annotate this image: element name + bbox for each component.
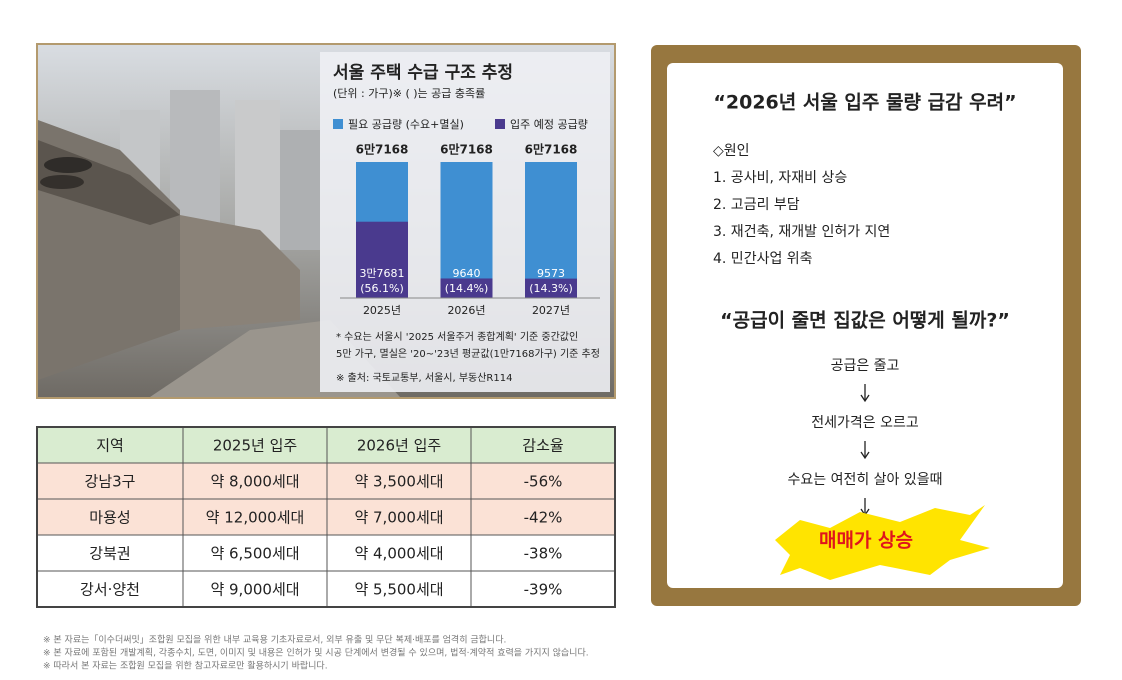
value-label: 6만7168 xyxy=(356,142,409,157)
cell-text: -38% xyxy=(524,545,563,563)
table-cell xyxy=(36,462,184,500)
footnotes: ※ 본 자료는「이수더써밋」조합원 모집을 위한 내부 교육용 기초자료로서, … xyxy=(43,634,589,672)
chart-subtitle: (단위 : 가구)※ ( )는 공급 충족률 xyxy=(333,87,485,100)
cell-text: 약 4,000세대 xyxy=(354,545,443,563)
cell-text: 약 8,000세대 xyxy=(210,473,299,491)
cause-title: ◇원인 xyxy=(713,143,750,159)
flow-step: 공급은 줄고 xyxy=(831,358,900,374)
table-cell xyxy=(470,462,616,500)
table-cell xyxy=(326,570,472,608)
cause-list: 1. 공사비, 자재비 상승 2. 고금리 부담 3. 재건축, 재개발 인허가 지… xyxy=(713,170,890,267)
header-text: 2025년 입주 xyxy=(213,437,297,455)
header-text: 감소율 xyxy=(522,437,563,455)
header-text: 2026년 입주 xyxy=(357,437,441,455)
legend-swatch xyxy=(333,119,343,129)
footnote: ※ 본 자료에 포함된 개발계획, 각종수치, 도면, 이미지 및 내용은 인허… xyxy=(43,647,589,659)
flow-step: 전세가격은 오르고 xyxy=(811,415,919,431)
chart-note: * 수요는 서울시 '2025 서울주거 종합계획' 기준 중간값인 xyxy=(336,331,578,343)
table-cell xyxy=(470,534,616,572)
bar-chart: 필요 공급량 (수요+멸실) 입주 예정 공급량 6만7168 3만7681 (56.1… xyxy=(333,118,600,317)
table-cell xyxy=(326,426,472,464)
legend-label: 필요 공급량 (수요+멸실) xyxy=(348,118,464,131)
ratio-label: (56.1%) xyxy=(360,282,404,295)
flow-arrow-head xyxy=(860,394,870,403)
cause-item: 1. 공사비, 자재비 상승 xyxy=(713,170,847,186)
cause-item: 2. 고금리 부담 xyxy=(713,197,800,213)
ratio-label: (14.3%) xyxy=(529,282,573,295)
cell-text: 마용성 xyxy=(89,509,130,527)
table-cell xyxy=(182,462,328,500)
chart-title: 서울 주택 수급 구조 추정 xyxy=(333,63,513,83)
bar xyxy=(440,162,493,298)
cell-text: 약 9,000세대 xyxy=(210,581,299,599)
table-cell xyxy=(470,570,616,608)
cell-text: 약 6,500세대 xyxy=(210,545,299,563)
cell-text: 약 12,000세대 xyxy=(206,509,305,527)
flow-step: 수요는 여전히 살아 있을때 xyxy=(787,472,942,488)
cell-text: 약 5,500세대 xyxy=(354,581,443,599)
cell-text: -39% xyxy=(524,581,563,599)
x-tick-label: 2026년 xyxy=(447,304,485,317)
cause-item: 4. 민간사업 위축 xyxy=(713,251,813,267)
footnote: ※ 본 자료는「이수더써밋」조합원 모집을 위한 내부 교육용 기초자료로서, … xyxy=(43,634,506,646)
chart-source: ※ 출처: 국토교통부, 서울시, 부동산R114 xyxy=(336,372,512,384)
highlight-splash xyxy=(775,505,990,580)
cell-text: -42% xyxy=(524,509,563,527)
table-cell xyxy=(326,498,472,536)
cause-item: 3. 재건축, 재개발 인허가 지연 xyxy=(713,224,890,240)
cell-text: 약 3,500세대 xyxy=(354,473,443,491)
cell-text: 강서·양천 xyxy=(80,581,140,599)
table-cell xyxy=(36,426,184,464)
x-tick-label: 2027년 xyxy=(532,304,570,317)
chart-note: 5만 가구, 멸실은 '20~'23년 평균값(1만7168가구) 기준 추정 xyxy=(336,348,600,360)
flow-arrow-head xyxy=(860,451,870,460)
header-text: 지역 xyxy=(96,437,124,455)
bar xyxy=(440,278,493,298)
table-cell xyxy=(182,426,328,464)
x-tick-label: 2025년 xyxy=(363,304,401,317)
cell-text: 강북권 xyxy=(89,545,130,563)
value-label: 9640 xyxy=(453,267,481,280)
bar xyxy=(525,278,577,298)
headline: “2026년 서울 입주 물량 급감 우려” xyxy=(713,92,1016,114)
value-label: 6만7168 xyxy=(440,142,493,157)
bar xyxy=(525,162,577,298)
cell-text: 약 7,000세대 xyxy=(354,509,443,527)
value-label: 9573 xyxy=(537,267,565,280)
table-cell xyxy=(36,570,184,608)
table-border xyxy=(36,426,616,608)
result: 매매가 상승 xyxy=(819,530,913,552)
legend-swatch xyxy=(495,119,505,129)
question: “공급이 줄면 집값은 어떻게 될까?” xyxy=(720,310,1010,332)
table-cell xyxy=(36,534,184,572)
bar xyxy=(356,221,408,298)
table-cell xyxy=(182,498,328,536)
table-cell xyxy=(470,426,616,464)
value-label: 6만7168 xyxy=(525,142,578,157)
table-cell xyxy=(470,498,616,536)
photo xyxy=(36,43,616,399)
legend-label: 입주 예정 공급량 xyxy=(510,118,588,131)
table-cell xyxy=(326,462,472,500)
ratio-label: (14.4%) xyxy=(445,282,489,295)
value-label: 3만7681 xyxy=(359,267,404,280)
cell-text: -56% xyxy=(524,473,563,491)
cell-text: 강남3구 xyxy=(85,473,136,491)
panel xyxy=(667,63,1063,588)
footnote: ※ 따라서 본 자료는 조합원 모집을 위한 참고자료로만 활용하시기 바랍니다… xyxy=(43,660,328,672)
